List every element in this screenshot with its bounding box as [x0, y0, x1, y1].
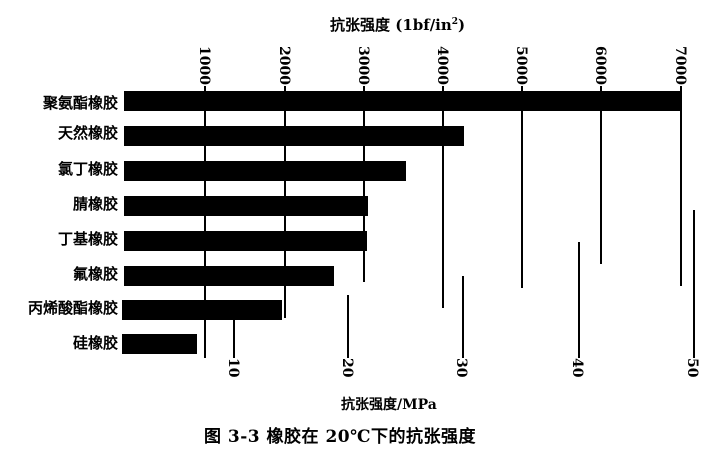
- bottom-tick-label: 40: [569, 358, 585, 378]
- bar-silicone: [122, 334, 197, 354]
- bottom-axis-title: 抗张强度/MPa: [341, 397, 437, 413]
- gridline-mpa-30: [462, 276, 464, 358]
- category-label: 丁基橡胶: [57, 230, 118, 248]
- top-axis-title-end: ): [458, 16, 466, 34]
- bar-butyl: [124, 231, 367, 251]
- gridline-mpa-10: [233, 320, 235, 358]
- figure-caption: 图 3-3 橡胶在 20℃下的抗张强度: [204, 427, 476, 447]
- top-tick-label: 7000: [672, 46, 688, 85]
- top-axis-title: 抗张强度 (1bf/in2): [330, 14, 465, 35]
- bar-fluoro: [124, 266, 334, 286]
- gridline-mpa-20: [347, 295, 349, 358]
- top-tick-label: 2000: [276, 46, 292, 85]
- category-label: 氯丁橡胶: [57, 160, 118, 178]
- gridline-psi-7000: [680, 86, 682, 286]
- top-tick-label: 5000: [513, 46, 529, 85]
- top-tick-label: 4000: [434, 46, 450, 85]
- gridline-psi-3000: [363, 86, 365, 282]
- top-tick-label: 3000: [355, 46, 371, 85]
- gridline-mpa-40: [578, 242, 580, 358]
- bottom-tick-label: 50: [684, 358, 700, 378]
- gridline-psi-5000: [521, 86, 523, 288]
- bar-nitrile: [124, 196, 368, 216]
- category-label: 腈橡胶: [72, 195, 118, 213]
- top-tick-label: 1000: [196, 46, 212, 85]
- top-tick-label: 6000: [592, 46, 608, 85]
- bar-neoprene: [124, 161, 406, 181]
- gridline-psi-6000: [600, 86, 602, 264]
- bar-natural-rubber: [124, 126, 464, 146]
- bottom-tick-label: 30: [453, 358, 469, 378]
- top-axis-title-sup: 2: [451, 17, 459, 27]
- gridline-psi-4000: [442, 86, 444, 308]
- bottom-tick-label: 20: [339, 358, 355, 378]
- category-label: 聚氨酯橡胶: [42, 94, 118, 112]
- bottom-tick-label: 10: [225, 358, 241, 378]
- bar-polyurethane: [124, 91, 680, 111]
- top-axis-title-text: 抗张强度 (1bf/in: [330, 16, 452, 34]
- category-label: 天然橡胶: [57, 124, 118, 142]
- gridline-psi-1000: [204, 86, 206, 358]
- bar-acrylate: [122, 300, 282, 320]
- category-label: 丙烯酸酯橡胶: [27, 299, 118, 317]
- category-label: 硅橡胶: [72, 334, 118, 352]
- gridline-mpa-50: [693, 210, 695, 358]
- category-label: 氟橡胶: [72, 265, 118, 283]
